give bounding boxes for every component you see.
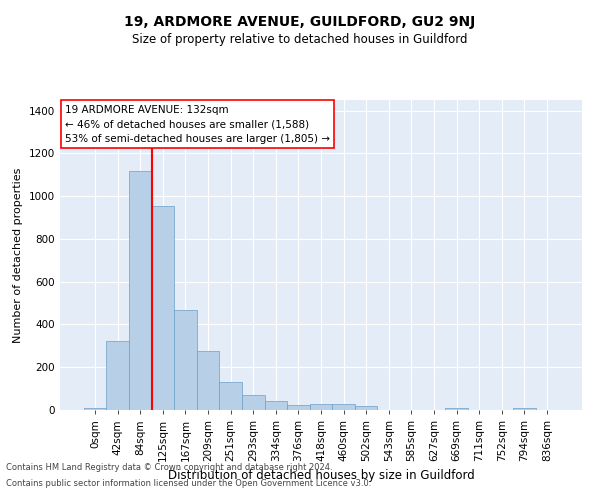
Bar xyxy=(355,406,377,410)
Text: 19 ARDMORE AVENUE: 132sqm
← 46% of detached houses are smaller (1,588)
53% of se: 19 ARDMORE AVENUE: 132sqm ← 46% of detac… xyxy=(65,104,330,144)
Bar xyxy=(152,206,174,410)
Bar xyxy=(332,404,355,410)
Bar xyxy=(310,404,332,410)
Bar xyxy=(106,340,129,410)
Text: Size of property relative to detached houses in Guildford: Size of property relative to detached ho… xyxy=(132,32,468,46)
Text: Contains HM Land Registry data © Crown copyright and database right 2024.: Contains HM Land Registry data © Crown c… xyxy=(6,464,332,472)
Bar xyxy=(287,405,310,410)
Text: 19, ARDMORE AVENUE, GUILDFORD, GU2 9NJ: 19, ARDMORE AVENUE, GUILDFORD, GU2 9NJ xyxy=(124,15,476,29)
Bar xyxy=(197,351,220,410)
Bar xyxy=(265,401,287,410)
Bar xyxy=(445,408,468,410)
Text: Contains public sector information licensed under the Open Government Licence v3: Contains public sector information licen… xyxy=(6,478,371,488)
Bar xyxy=(513,408,536,410)
Bar xyxy=(129,170,152,410)
Bar xyxy=(242,395,265,410)
Bar xyxy=(84,408,106,410)
Y-axis label: Number of detached properties: Number of detached properties xyxy=(13,168,23,342)
X-axis label: Distribution of detached houses by size in Guildford: Distribution of detached houses by size … xyxy=(167,470,475,482)
Bar xyxy=(220,382,242,410)
Bar xyxy=(174,310,197,410)
